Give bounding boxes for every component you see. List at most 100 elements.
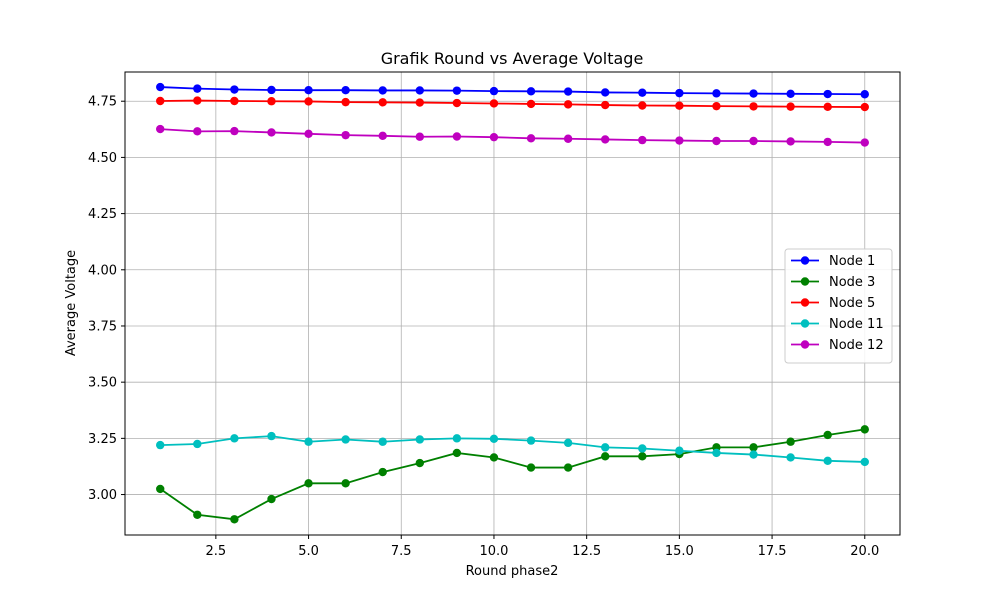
data-point-node-12	[601, 135, 610, 144]
data-point-node-12	[563, 134, 573, 143]
data-point-node-5	[378, 98, 387, 107]
data-point-node-5	[489, 99, 499, 108]
data-point-node-1	[267, 85, 276, 95]
x-tick-label: 15.0	[665, 544, 694, 559]
data-point-node-12	[415, 132, 424, 141]
y-tick-label: 3.25	[88, 432, 117, 447]
x-tick-label: 5.0	[298, 544, 319, 559]
data-point-node-5	[341, 97, 350, 107]
x-tick-label: 7.5	[391, 544, 412, 559]
data-point-node-11	[638, 444, 647, 453]
y-tick-label: 3.00	[88, 488, 117, 503]
data-point-node-11	[230, 434, 239, 443]
data-point-node-1	[452, 86, 462, 95]
data-point-node-11	[823, 456, 832, 466]
y-tick-label: 3.50	[88, 376, 117, 391]
data-point-node-12	[526, 134, 536, 143]
data-point-node-11	[563, 438, 573, 448]
data-point-node-3	[860, 425, 869, 434]
data-point-node-3	[193, 510, 202, 519]
data-point-node-1	[601, 88, 610, 97]
series-line-node-3	[159, 428, 865, 521]
legend-label-node-12: Node 12	[829, 338, 884, 353]
plot-area-frame	[124, 71, 901, 536]
y-tick-label: 4.00	[88, 263, 117, 278]
data-point-node-3	[267, 494, 276, 504]
data-point-node-1	[526, 87, 536, 96]
data-point-node-11	[156, 440, 165, 450]
data-point-node-3	[230, 515, 239, 524]
data-point-node-12	[712, 136, 721, 146]
data-point-node-3	[749, 443, 758, 452]
data-point-node-5	[193, 96, 202, 105]
data-point-node-12	[304, 129, 313, 139]
data-point-node-3	[415, 458, 424, 468]
data-point-node-11	[341, 435, 350, 444]
data-point-node-12	[786, 137, 795, 146]
data-point-node-1	[230, 85, 239, 94]
legend-label-node-3: Node 3	[829, 275, 875, 290]
data-point-node-5	[638, 101, 647, 110]
data-point-node-11	[712, 448, 721, 458]
data-point-node-11	[267, 431, 276, 441]
data-point-node-5	[415, 98, 424, 107]
data-point-node-3	[489, 453, 499, 462]
data-point-node-5	[749, 102, 758, 111]
data-point-node-1	[156, 82, 165, 92]
data-point-node-5	[860, 102, 869, 112]
data-point-node-5	[563, 100, 573, 109]
data-point-node-1	[415, 86, 424, 95]
data-point-node-5	[601, 100, 610, 110]
data-point-node-3	[526, 463, 536, 472]
data-point-node-1	[563, 87, 573, 96]
series-node-11	[156, 431, 869, 467]
legend-marker-node-12	[800, 340, 810, 349]
data-point-node-11	[526, 436, 536, 445]
data-point-node-1	[341, 86, 350, 95]
x-tick-label: 2.5	[206, 544, 227, 559]
data-point-node-3	[304, 479, 313, 488]
data-point-node-5	[526, 99, 536, 109]
legend-marker-node-1	[800, 256, 810, 265]
x-axis-ticks: 2.5 5.0 7.5 10.0 12.5 15.0 17.5 20.0	[206, 535, 879, 559]
grid-lines	[125, 72, 900, 535]
data-point-node-11	[489, 434, 499, 444]
data-point-node-3	[378, 467, 387, 477]
data-point-node-11	[193, 439, 202, 449]
data-point-node-11	[415, 435, 424, 444]
y-tick-label: 4.75	[88, 95, 117, 110]
y-axis-ticks: 3.00 3.25 3.50 3.75 4.00 4.25 4.50 4.75	[88, 95, 125, 503]
data-point-node-12	[378, 131, 387, 141]
data-point-node-3	[563, 463, 573, 472]
data-point-node-12	[156, 124, 165, 134]
data-point-node-5	[267, 97, 276, 106]
y-tick-label: 4.25	[88, 207, 117, 222]
data-point-node-11	[304, 437, 313, 446]
legend-label-node-11: Node 11	[829, 317, 884, 332]
series-node-1	[156, 82, 869, 99]
data-point-node-5	[304, 97, 313, 106]
legend-marker-node-3	[800, 277, 810, 286]
data-point-node-12	[638, 135, 647, 145]
data-point-node-11	[860, 457, 869, 467]
data-point-node-11	[378, 437, 387, 446]
legend-label-node-5: Node 5	[829, 296, 875, 311]
y-axis-label: Average Voltage	[64, 250, 79, 356]
data-point-node-3	[638, 452, 647, 461]
x-tick-label: 20.0	[850, 544, 879, 559]
data-point-node-5	[712, 101, 721, 111]
data-point-node-1	[749, 89, 758, 98]
data-point-node-1	[823, 89, 832, 99]
data-point-node-11	[786, 453, 795, 462]
data-point-node-12	[341, 130, 350, 140]
data-point-node-1	[489, 86, 499, 96]
series-line-node-11	[160, 435, 865, 463]
data-point-node-3	[341, 479, 350, 488]
legend-box	[784, 248, 893, 364]
legend-marker-node-5	[800, 298, 810, 307]
data-point-node-12	[823, 137, 832, 147]
data-point-node-3	[601, 452, 610, 461]
series-line-node-5	[160, 99, 865, 108]
data-point-node-3	[823, 430, 832, 440]
